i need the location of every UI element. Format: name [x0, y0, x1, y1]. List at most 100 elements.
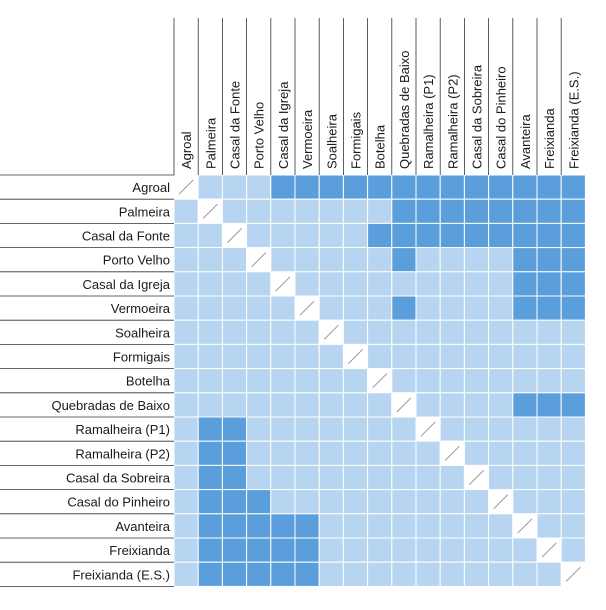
column-label: Formigais [349, 111, 364, 169]
column-label: Vermoeira [300, 109, 315, 169]
matrix-cell [173, 198, 199, 224]
matrix-cell [367, 440, 393, 466]
matrix-cell [536, 222, 562, 249]
matrix-cell [536, 319, 562, 345]
matrix-cell [415, 295, 441, 321]
matrix-cell [342, 295, 369, 321]
matrix-cell [463, 440, 490, 466]
matrix-cell [318, 198, 344, 224]
matrix-cell [294, 222, 320, 249]
matrix-cell [391, 198, 417, 224]
matrix-cell [270, 368, 296, 394]
row-label: Ramalheira (P1) [75, 422, 170, 437]
matrix-cell [342, 489, 369, 515]
matrix-cell [294, 198, 320, 224]
matrix-cell [463, 271, 490, 297]
matrix-cell [488, 440, 514, 466]
matrix-cell [294, 343, 320, 370]
matrix-cell [391, 247, 417, 273]
row-label: Botelha [126, 374, 171, 389]
row-label: Casal da Sobreira [66, 471, 171, 486]
matrix-cell [536, 343, 562, 370]
matrix-cell [367, 295, 393, 321]
matrix-cell [294, 271, 320, 297]
matrix-cell [294, 464, 320, 491]
matrix-cell [415, 174, 441, 200]
matrix-cell [270, 416, 296, 442]
matrix-cell [270, 513, 296, 539]
matrix-cell [221, 416, 248, 442]
matrix-cell [246, 392, 272, 418]
matrix-cell [318, 537, 344, 563]
matrix-cell [367, 561, 393, 587]
row-label: Casal do Pinheiro [67, 495, 170, 510]
matrix-cell [173, 537, 199, 563]
row-label: Casal da Igreja [83, 277, 171, 292]
matrix-cell [512, 247, 538, 273]
matrix-cell [342, 416, 369, 442]
matrix-cell [318, 489, 344, 515]
matrix-cell [488, 174, 514, 200]
matrix-cell [367, 174, 393, 200]
matrix-cell [415, 319, 441, 345]
matrix-cell [197, 174, 223, 200]
matrix-cell [439, 222, 465, 249]
matrix-cell [270, 198, 296, 224]
matrix-cell [270, 464, 296, 491]
matrix-cell [463, 343, 490, 370]
row-label: Casal da Fonte [82, 229, 170, 244]
matrix-cell [560, 295, 586, 321]
matrix-cell [367, 392, 393, 418]
matrix-cell [318, 416, 344, 442]
matrix-cell [391, 174, 417, 200]
diagonal-slash [517, 518, 533, 534]
matrix-cell [439, 513, 465, 539]
diagonal-slash [420, 421, 436, 437]
matrix-cell [512, 295, 538, 321]
matrix-cell [488, 343, 514, 370]
matrix-cell [536, 198, 562, 224]
matrix-cell [560, 489, 586, 515]
matrix-cell [512, 416, 538, 442]
matrix-cell [246, 489, 272, 515]
matrix-cell [391, 222, 417, 249]
matrix-cell [439, 295, 465, 321]
matrix-cell [463, 416, 490, 442]
matrix-cell [197, 464, 223, 491]
matrix-cell [173, 247, 199, 273]
matrix-cell [173, 489, 199, 515]
column-label: Botelha [373, 124, 388, 169]
row-label: Vermoeira [111, 301, 171, 316]
column-label: Palmeira [203, 117, 218, 169]
matrix-cell [197, 271, 223, 297]
matrix-cell [342, 368, 369, 394]
matrix-cell [391, 440, 417, 466]
matrix-cell [512, 489, 538, 515]
column-label: Quebradas de Baixo [397, 50, 412, 169]
matrix-cell [391, 343, 417, 370]
matrix-cell [439, 464, 465, 491]
matrix-cell [439, 489, 465, 515]
matrix-cell [246, 295, 272, 321]
column-label: Agroal [179, 131, 194, 169]
matrix-cell [246, 271, 272, 297]
matrix-cell [439, 319, 465, 345]
matrix-cell [488, 368, 514, 394]
row-label: Freixianda (E.S.) [72, 567, 170, 582]
matrix-cell [342, 440, 369, 466]
matrix-cell [560, 416, 586, 442]
matrix-cell [367, 343, 393, 370]
column-label: Freixianda (E.S.) [566, 71, 581, 169]
matrix-cell [536, 247, 562, 273]
matrix-cell [270, 343, 296, 370]
matrix-cell [246, 198, 272, 224]
column-label: Ramalheira (P2) [445, 74, 460, 169]
matrix-cell [221, 295, 248, 321]
matrix-cell [221, 319, 248, 345]
matrix-cell [246, 464, 272, 491]
matrix-cell [294, 174, 320, 200]
matrix-cell [463, 247, 490, 273]
matrix-cell [173, 464, 199, 491]
diagonal-slash [323, 324, 339, 340]
matrix-cell [439, 343, 465, 370]
